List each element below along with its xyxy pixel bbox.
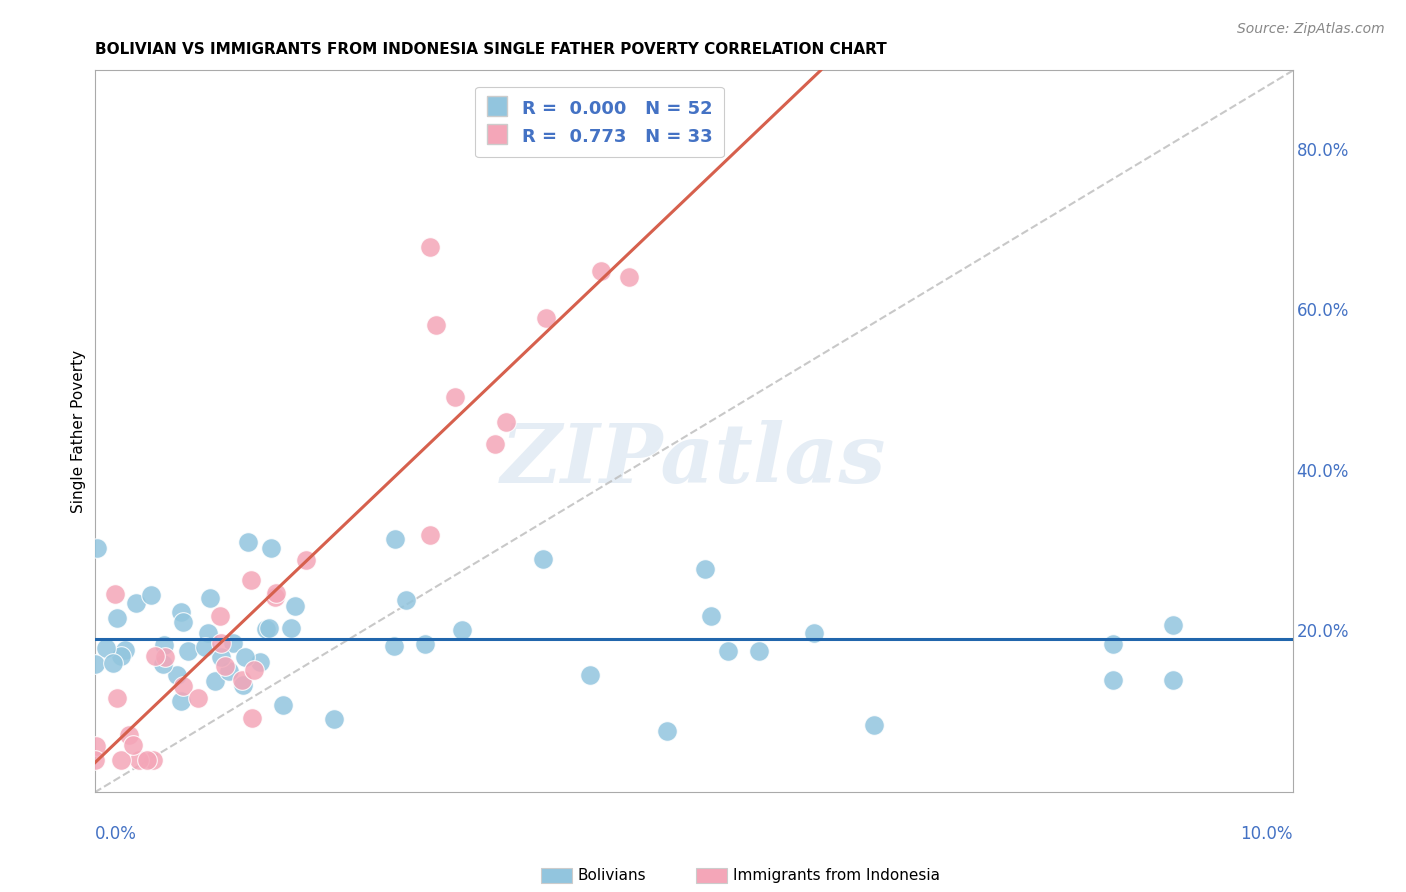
Point <box>531 551 554 566</box>
Point <box>382 640 405 654</box>
Point <box>172 615 194 630</box>
Point <box>125 596 148 610</box>
Text: Source: ZipAtlas.com: Source: ZipAtlas.com <box>1237 22 1385 37</box>
Point <box>484 436 506 450</box>
Point <box>257 622 280 636</box>
Point <box>1102 637 1125 651</box>
Point <box>534 310 557 325</box>
Point <box>263 590 285 604</box>
Point <box>264 586 287 600</box>
Legend: R =  0.000   N = 52, R =  0.773   N = 33: R = 0.000 N = 52, R = 0.773 N = 33 <box>475 87 724 157</box>
Point <box>425 318 447 333</box>
Point <box>110 648 132 663</box>
Text: Immigrants from Indonesia: Immigrants from Indonesia <box>733 869 939 883</box>
Point <box>419 240 441 254</box>
Point <box>655 723 678 738</box>
Y-axis label: Single Father Poverty: Single Father Poverty <box>72 350 86 513</box>
Point <box>152 657 174 671</box>
Point <box>1102 673 1125 687</box>
Point <box>110 753 132 767</box>
Point <box>295 553 318 567</box>
Point <box>443 390 465 404</box>
Point <box>617 269 640 284</box>
Point <box>284 599 307 614</box>
Point <box>231 678 253 692</box>
Text: Bolivians: Bolivians <box>578 869 647 883</box>
Point <box>395 593 418 607</box>
Text: 40.0%: 40.0% <box>1296 463 1348 481</box>
Point <box>254 622 277 636</box>
Point <box>101 656 124 670</box>
Point <box>84 753 107 767</box>
Point <box>143 649 166 664</box>
Point <box>260 541 283 555</box>
Point <box>717 644 740 658</box>
Text: ZIPatlas: ZIPatlas <box>501 420 887 500</box>
Text: 60.0%: 60.0% <box>1296 302 1348 320</box>
Point <box>862 718 884 732</box>
Text: 80.0%: 80.0% <box>1296 142 1348 160</box>
Point <box>139 587 162 601</box>
Point <box>280 621 302 635</box>
Point <box>218 664 240 678</box>
Point <box>222 635 245 649</box>
Point <box>198 591 221 605</box>
Point <box>236 534 259 549</box>
Point <box>117 728 139 742</box>
Point <box>170 694 193 708</box>
Point <box>322 712 344 726</box>
Point <box>84 657 107 672</box>
Point <box>748 643 770 657</box>
Point <box>384 532 406 546</box>
Point <box>271 698 294 712</box>
Point <box>84 739 107 753</box>
Point <box>209 636 232 650</box>
Point <box>177 644 200 658</box>
Point <box>1161 618 1184 632</box>
Point <box>153 638 176 652</box>
Point <box>121 738 143 752</box>
Point <box>249 655 271 669</box>
Text: BOLIVIAN VS IMMIGRANTS FROM INDONESIA SINGLE FATHER POVERTY CORRELATION CHART: BOLIVIAN VS IMMIGRANTS FROM INDONESIA SI… <box>94 42 886 57</box>
Point <box>197 626 219 640</box>
Text: 20.0%: 20.0% <box>1296 623 1350 641</box>
Point <box>128 753 150 767</box>
Point <box>204 673 226 688</box>
Point <box>578 668 600 682</box>
Point <box>86 541 108 555</box>
Point <box>105 611 128 625</box>
Point <box>136 753 159 767</box>
Point <box>187 691 209 706</box>
Point <box>243 664 266 678</box>
Point <box>419 528 441 542</box>
Point <box>695 562 717 576</box>
Text: 10.0%: 10.0% <box>1240 825 1294 843</box>
Point <box>169 605 191 619</box>
Point <box>803 625 825 640</box>
Point <box>166 668 188 682</box>
Point <box>589 263 612 277</box>
Point <box>239 573 262 587</box>
Point <box>214 659 236 673</box>
Point <box>105 691 128 706</box>
Point <box>172 679 194 693</box>
Text: 0.0%: 0.0% <box>94 825 136 843</box>
Point <box>413 637 436 651</box>
Point <box>209 649 232 664</box>
Point <box>233 649 256 664</box>
Point <box>94 640 117 655</box>
Point <box>155 650 177 665</box>
Point <box>142 753 165 767</box>
Point <box>209 609 232 624</box>
Point <box>1161 673 1184 687</box>
Point <box>114 643 136 657</box>
Point <box>700 608 723 623</box>
Point <box>194 640 217 654</box>
Point <box>231 673 253 687</box>
Point <box>240 711 263 725</box>
Point <box>451 623 474 637</box>
Point <box>104 587 127 601</box>
Point <box>495 415 517 429</box>
